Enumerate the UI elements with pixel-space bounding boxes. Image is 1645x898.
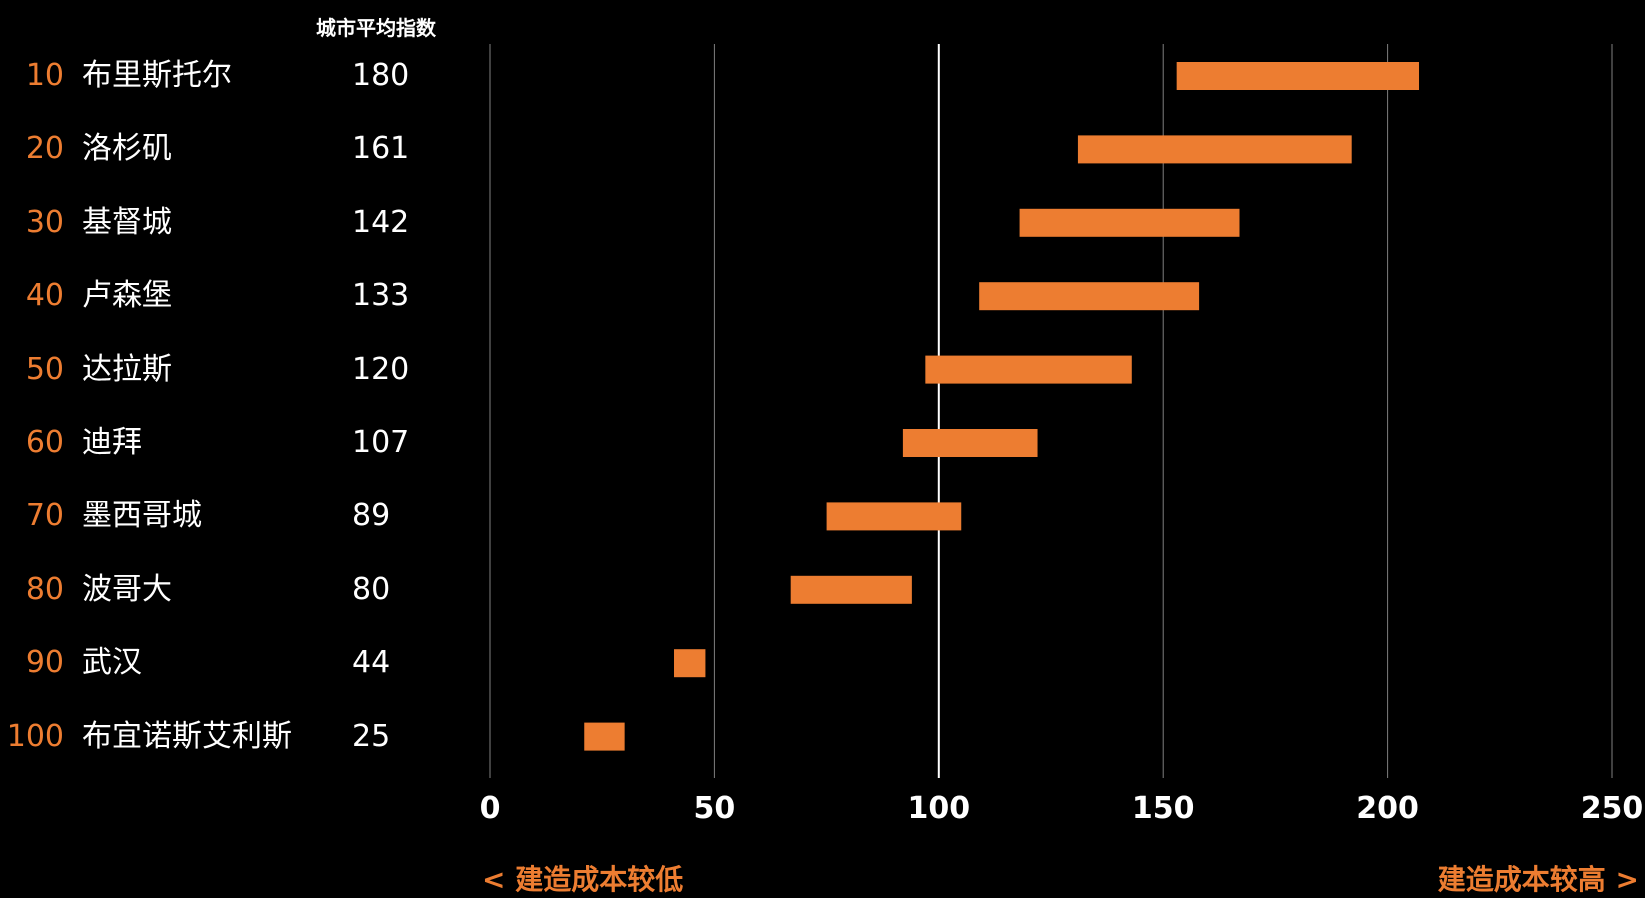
average-value-label: 80 (352, 571, 391, 607)
average-value-label: 44 (352, 645, 391, 681)
range-bar (584, 722, 625, 751)
range-bar (1077, 135, 1352, 164)
average-value-label: 161 (352, 131, 410, 167)
chart-row: 20 洛杉矶 161 (0, 129, 470, 169)
rank-label: 60 (25, 425, 64, 460)
chart-row: 70 墨西哥城 89 (0, 496, 470, 536)
chart-row: 10 布里斯托尔 180 (0, 56, 470, 96)
rank-label: 80 (25, 571, 64, 607)
column-header-average-index: 城市平均指数 (316, 16, 436, 40)
note-lower-cost: < 建造成本较低 (482, 863, 684, 896)
x-tick-label: 100 (907, 791, 970, 826)
city-label: 布宜诺斯艾利斯 (82, 718, 292, 754)
city-label: 武汉 (82, 645, 142, 681)
average-value-label: 107 (352, 425, 410, 460)
range-bar (1019, 208, 1240, 237)
range-bar (925, 355, 1132, 384)
note-higher-cost: 建造成本较高 > (1437, 863, 1639, 896)
average-value-label: 142 (352, 204, 410, 240)
city-label: 基督城 (82, 204, 172, 240)
range-bar (979, 282, 1200, 311)
city-label: 达拉斯 (82, 351, 172, 387)
x-tick-label: 200 (1356, 791, 1419, 826)
average-value-label: 89 (352, 498, 391, 534)
chart-row: 60 迪拜 107 (0, 423, 470, 463)
range-bar (902, 429, 1038, 457)
x-tick-label: 150 (1132, 791, 1195, 826)
city-label: 洛杉矶 (82, 131, 172, 167)
chart-row: 40 卢森堡 133 (0, 276, 470, 316)
rank-label: 40 (25, 278, 64, 314)
rank-label: 20 (25, 131, 64, 167)
chart-row: 50 达拉斯 120 (0, 350, 470, 390)
rank-label: 30 (25, 204, 64, 240)
x-tick-label: 250 (1581, 791, 1644, 826)
chart-row: 80 波哥大 80 (0, 570, 470, 610)
city-label: 墨西哥城 (82, 498, 202, 534)
range-bar (790, 575, 912, 604)
average-value-label: 180 (352, 58, 410, 93)
city-label: 波哥大 (82, 571, 172, 607)
x-tick-label: 50 (694, 791, 736, 826)
range-bar (674, 649, 706, 678)
chart-row: 30 基督城 142 (0, 203, 470, 243)
city-label: 迪拜 (82, 425, 142, 460)
city-label: 布里斯托尔 (82, 58, 232, 93)
rank-label: 100 (6, 718, 64, 754)
chart-row: 100 布宜诺斯艾利斯 25 (0, 717, 470, 757)
average-value-label: 120 (352, 351, 410, 387)
city-label: 卢森堡 (82, 278, 172, 314)
rank-label: 90 (25, 645, 64, 681)
rank-label: 70 (25, 498, 64, 534)
average-value-label: 25 (352, 718, 391, 754)
rank-label: 50 (25, 351, 64, 387)
chart-row: 90 武汉 44 (0, 643, 470, 683)
range-bar (826, 502, 962, 531)
range-bar (1176, 62, 1420, 90)
x-tick-label: 0 (480, 791, 501, 826)
rank-label: 10 (25, 58, 64, 93)
average-value-label: 133 (352, 278, 410, 314)
